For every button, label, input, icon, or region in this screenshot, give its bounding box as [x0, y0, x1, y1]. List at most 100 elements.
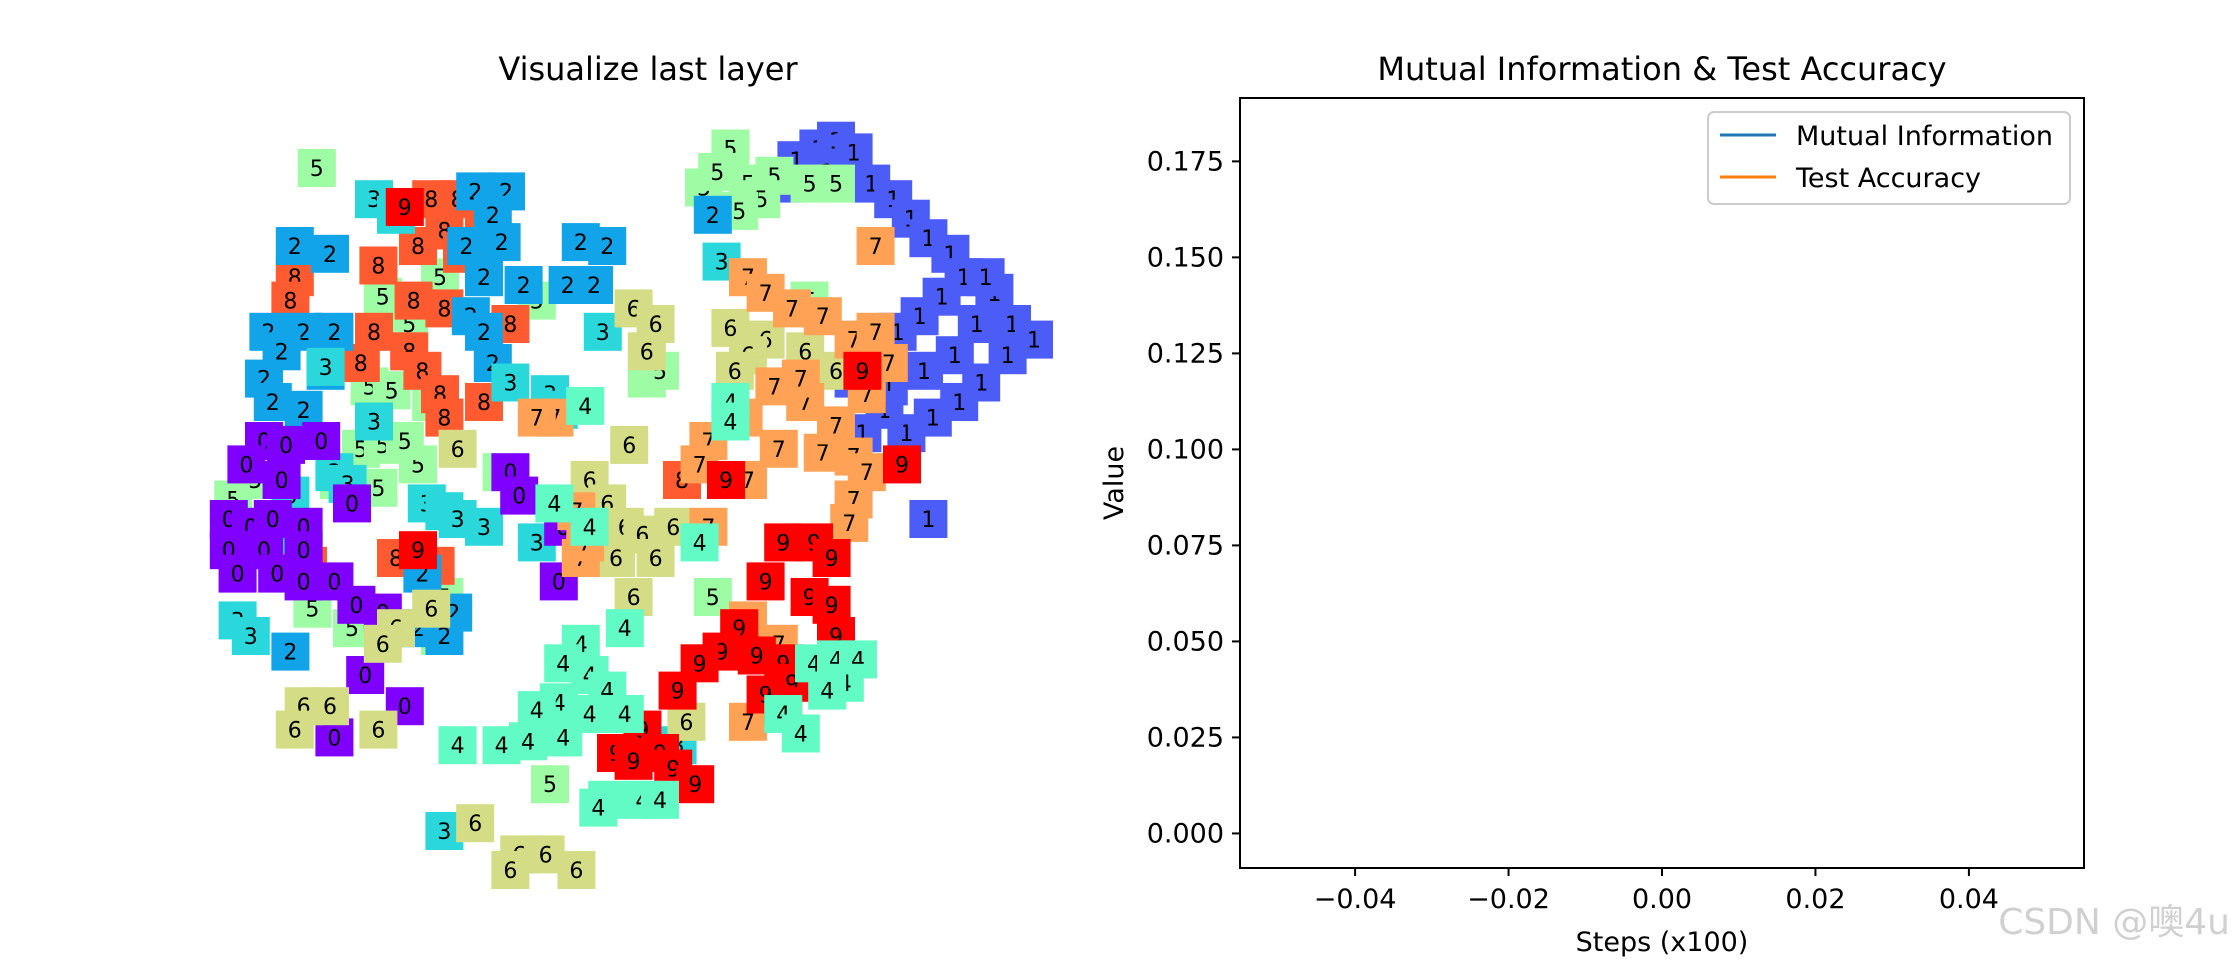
point-label: 8: [354, 352, 368, 377]
point-label: 1: [970, 313, 984, 338]
point-label: 6: [723, 317, 737, 342]
point-label: 1: [847, 141, 861, 166]
legend-box: [1707, 111, 2071, 205]
point-label: 9: [398, 196, 412, 221]
scatter-point-digit-0: 0: [262, 461, 301, 499]
y-tick-label: 0.175: [1147, 146, 1224, 177]
point-marker: [275, 227, 314, 265]
point-label: 0: [239, 453, 253, 478]
point-label: 4: [556, 652, 570, 677]
scatter-point-digit-6: 6: [557, 851, 596, 889]
point-marker: [491, 851, 530, 889]
scatter-point-digit-9: 9: [658, 671, 697, 710]
y-tick-label: 0.100: [1147, 434, 1224, 465]
point-marker: [535, 484, 574, 523]
point-marker: [746, 562, 785, 601]
scatter-point-digit-4: 4: [641, 780, 679, 819]
watermark: CSDN @噢4u: [1998, 902, 2230, 943]
scatter-point-digit-0: 0: [209, 531, 248, 570]
point-label: 4: [547, 492, 561, 517]
y-tick-label: 0.075: [1147, 530, 1224, 561]
scatter-point-digit-6: 6: [627, 332, 666, 371]
point-label: 4: [820, 680, 834, 705]
point-label: 6: [666, 516, 680, 541]
point-marker: [491, 363, 530, 402]
point-label: 4: [521, 730, 535, 755]
point-label: 8: [411, 235, 425, 260]
point-marker: [707, 461, 745, 499]
point-label: 6: [679, 711, 693, 736]
scatter-point-digit-3: 3: [355, 402, 393, 441]
point-marker: [843, 351, 882, 390]
scatter-point-digit-2: 2: [315, 312, 354, 351]
point-label: 2: [266, 391, 280, 416]
scatter-point-digit-9: 9: [707, 461, 745, 499]
point-label: 9: [750, 645, 764, 670]
point-label: 5: [543, 773, 557, 798]
point-label: 3: [715, 251, 729, 276]
point-label: 4: [591, 797, 605, 822]
scatter-point-digit-6: 6: [438, 429, 477, 468]
point-label: 5: [706, 586, 720, 611]
point-marker: [399, 531, 437, 570]
legend: Mutual Information Test Accuracy: [1707, 111, 2071, 205]
point-marker: [504, 266, 543, 304]
point-label: 6: [728, 360, 742, 385]
scatter-point-digit-0: 0: [227, 445, 266, 484]
point-label: 7: [882, 352, 896, 377]
point-label: 0: [358, 664, 372, 689]
point-marker: [781, 714, 820, 753]
point-label: 9: [759, 570, 773, 595]
point-label: 6: [376, 633, 390, 658]
point-marker: [808, 671, 847, 710]
point-label: 7: [530, 407, 544, 432]
point-label: 7: [860, 461, 874, 486]
point-label: 3: [319, 356, 333, 381]
point-marker: [830, 503, 869, 542]
scatter-point-digit-7: 7: [856, 227, 895, 265]
point-label: 2: [323, 243, 337, 268]
point-marker: [306, 347, 345, 386]
point-label: 2: [477, 321, 491, 346]
scatter-point-digit-1: 1: [966, 258, 1005, 297]
point-label: 4: [583, 516, 597, 541]
scatter-point-digit-2: 2: [271, 632, 310, 671]
scatter-point-digit-6: 6: [491, 851, 530, 889]
point-label: 5: [710, 161, 724, 186]
line-chart-title: Mutual Information & Test Accuracy: [1377, 50, 1946, 88]
scatter-point-digit-4: 4: [579, 788, 618, 827]
point-label: 7: [816, 442, 830, 467]
scatter-point-digit-0: 0: [267, 425, 305, 464]
point-label: 7: [829, 414, 843, 439]
point-label: 7: [741, 711, 755, 736]
point-label: 0: [279, 434, 293, 459]
scatter-point-digit-4: 4: [605, 609, 644, 648]
point-marker: [711, 402, 750, 441]
point-label: 2: [574, 231, 588, 256]
point-label: 7: [759, 282, 773, 307]
point-label: 3: [451, 508, 465, 533]
point-label: 5: [732, 200, 746, 225]
point-marker: [588, 227, 627, 265]
point-label: 2: [517, 274, 531, 299]
point-label: 0: [327, 726, 341, 751]
point-label: 9: [825, 547, 839, 572]
scatter-point-digit-9: 9: [812, 539, 851, 577]
point-label: 9: [671, 680, 685, 705]
point-marker: [297, 149, 336, 187]
point-label: 6: [468, 812, 482, 837]
point-label: 5: [385, 379, 399, 404]
point-marker: [227, 445, 266, 484]
y-tick-label: 0.000: [1147, 818, 1224, 849]
point-label: 1: [917, 360, 931, 385]
point-label: 5: [305, 598, 319, 623]
point-label: 7: [869, 321, 883, 346]
point-label: 7: [869, 235, 883, 260]
scatter-point-digit-3: 3: [491, 363, 530, 402]
point-label: 1: [1027, 329, 1041, 354]
point-label: 0: [297, 539, 311, 564]
point-marker: [311, 234, 349, 273]
x-tick-label: 0.04: [1939, 884, 1999, 915]
point-label: 3: [367, 411, 381, 436]
scatter-point-digit-5: 5: [531, 765, 569, 804]
